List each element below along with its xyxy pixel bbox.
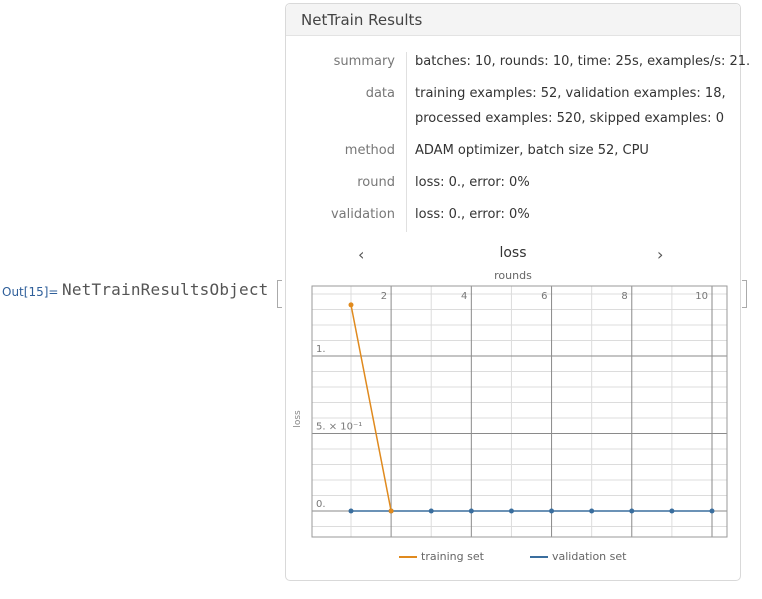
data-label: data: [365, 86, 395, 101]
output-head: NetTrainResultsObject: [62, 280, 269, 299]
x-tick-label: 6: [541, 291, 547, 302]
legend-validation-label: validation set: [552, 550, 627, 563]
loss-chart: 2 4 6 8 10 1. 5. × 10⁻¹ 0. loss: [293, 285, 728, 538]
x-tick-label: 2: [381, 291, 387, 302]
data-point: [348, 302, 354, 308]
data-point: [669, 508, 675, 514]
data-value-line-2: processed examples: 520, skipped example…: [415, 111, 724, 126]
round-value: loss: 0., error: 0%: [415, 175, 530, 190]
data-point: [348, 508, 354, 514]
data-point: [589, 508, 595, 514]
x-tick-label: 10: [695, 291, 708, 302]
data-point: [388, 508, 394, 514]
y-tick-label: 1.: [316, 344, 326, 355]
right-bracket: [742, 280, 747, 308]
output-label: Out[15]=: [2, 285, 59, 299]
validation-value: loss: 0., error: 0%: [415, 207, 530, 222]
chevron-right-icon: ›: [657, 245, 664, 264]
plot-frame: [311, 285, 728, 538]
label-separator: [406, 52, 407, 232]
summary-value: batches: 10, rounds: 10, time: 25s, exam…: [415, 54, 751, 69]
y-tick-label: 5. × 10⁻¹: [316, 422, 362, 433]
nettrain-results-panel: NetTrain Results summary batches: 10, ro…: [285, 3, 750, 581]
series-line: [350, 304, 392, 512]
chevron-left-icon: ‹: [358, 245, 365, 264]
training-swatch: [399, 555, 417, 558]
round-label: round: [357, 175, 395, 190]
data-point: [468, 508, 474, 514]
legend-training: training set: [399, 550, 484, 563]
method-label: method: [344, 143, 395, 158]
x-axis-label: rounds: [494, 269, 532, 282]
summary-label: summary: [333, 54, 395, 69]
method-value: ADAM optimizer, batch size 52, CPU: [415, 143, 649, 158]
next-plot-button[interactable]: ›: [657, 245, 663, 264]
data-point: [549, 508, 555, 514]
data-value-line-1: training examples: 52, validation exampl…: [415, 86, 726, 101]
x-tick-label: 8: [621, 291, 627, 302]
y-tick-label: 0.: [316, 499, 326, 510]
legend-training-label: training set: [421, 550, 484, 563]
panel-header: NetTrain Results: [286, 4, 740, 36]
plot-name: loss: [499, 245, 527, 261]
legend-validation: validation set: [530, 550, 626, 563]
panel-title: NetTrain Results: [301, 11, 423, 29]
x-tick-label: 4: [461, 291, 467, 302]
data-point: [709, 508, 715, 514]
data-point: [508, 508, 514, 514]
left-bracket: [277, 280, 282, 308]
data-point: [629, 508, 635, 514]
y-axis-label: loss: [293, 410, 303, 428]
prev-plot-button[interactable]: ‹: [358, 245, 364, 264]
data-point: [428, 508, 434, 514]
validation-swatch: [530, 555, 548, 558]
validation-label: validation: [330, 207, 395, 222]
